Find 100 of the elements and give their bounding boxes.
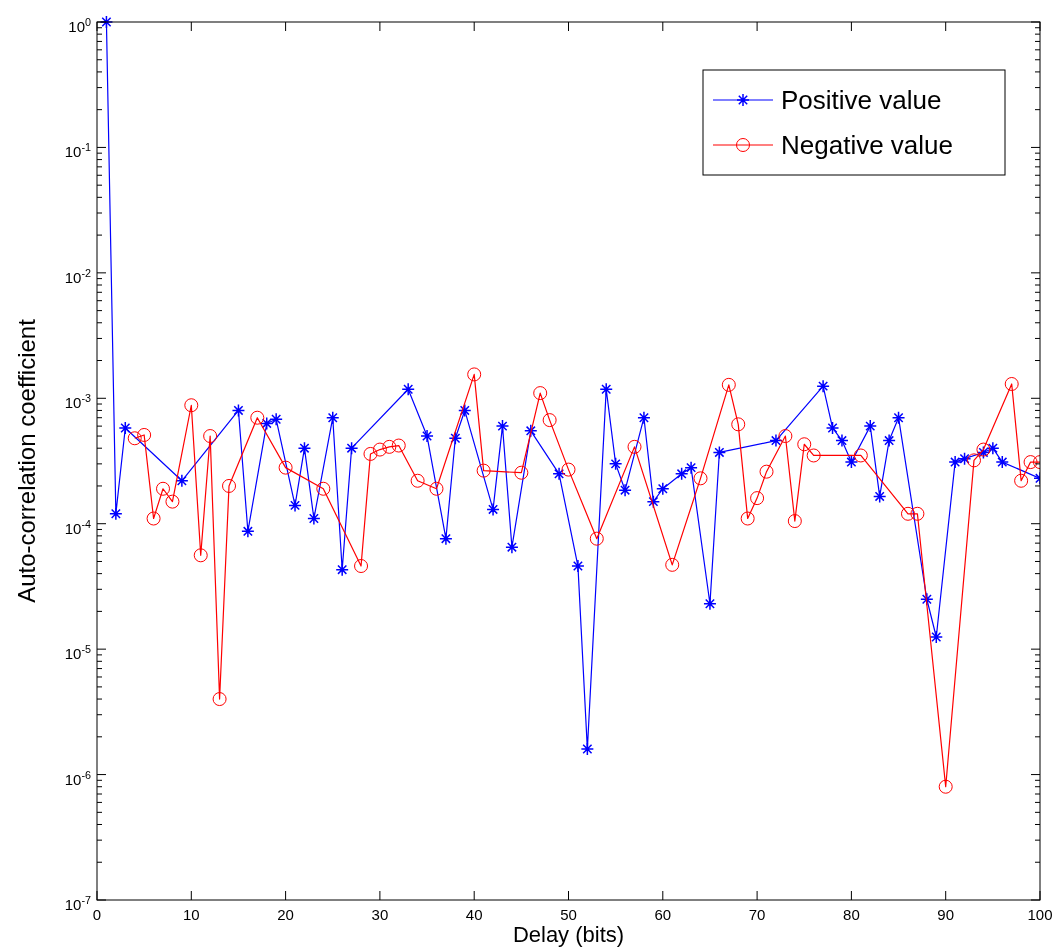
y-tick-label: 10$^{-7}$ xyxy=(64,894,91,913)
x-tick-label: 40 xyxy=(465,906,483,923)
point xyxy=(156,481,171,496)
point xyxy=(458,403,472,418)
point xyxy=(693,471,708,486)
point xyxy=(307,511,321,526)
point xyxy=(401,382,415,397)
point xyxy=(665,557,680,572)
point xyxy=(175,474,189,488)
point xyxy=(212,692,227,707)
point xyxy=(797,437,812,452)
point xyxy=(995,455,1010,469)
y-tick-label: 10$^{0}$ xyxy=(68,16,91,35)
point xyxy=(580,742,595,756)
x-tick-label: 10 xyxy=(182,906,200,923)
point xyxy=(816,379,830,393)
point xyxy=(542,413,557,428)
point xyxy=(193,548,208,563)
point xyxy=(109,507,123,521)
point xyxy=(712,445,727,460)
x-axis-title: Delay (bits) xyxy=(512,922,625,947)
y-tick-label: 10$^{-5}$ xyxy=(64,643,91,663)
point xyxy=(589,531,604,546)
x-tick-label: 100 xyxy=(1027,906,1053,923)
point xyxy=(910,506,925,521)
point xyxy=(524,424,538,438)
point xyxy=(127,431,142,446)
point xyxy=(825,421,840,435)
point xyxy=(241,524,255,539)
point xyxy=(137,427,152,442)
point xyxy=(467,367,482,382)
point xyxy=(920,592,934,606)
point xyxy=(533,386,548,401)
point xyxy=(250,410,265,425)
point xyxy=(316,481,331,496)
point xyxy=(938,779,953,794)
y-axis-title: Auto-correlation coefficient xyxy=(13,318,40,603)
point xyxy=(505,540,519,554)
point xyxy=(599,382,613,397)
point xyxy=(872,489,887,504)
point xyxy=(552,467,566,481)
legend-label: Positive value xyxy=(781,85,942,115)
x-tick-label: 70 xyxy=(748,906,766,923)
point xyxy=(231,403,246,418)
point xyxy=(363,446,378,461)
point xyxy=(646,494,661,509)
point xyxy=(354,559,369,574)
x-tick-label: 60 xyxy=(654,906,672,923)
point xyxy=(853,448,868,463)
point xyxy=(335,562,349,577)
x-tick-label: 0 xyxy=(92,906,102,923)
point xyxy=(372,442,387,457)
point xyxy=(703,597,717,611)
point xyxy=(1004,376,1019,391)
x-tick-label: 30 xyxy=(371,906,389,923)
point xyxy=(486,502,500,517)
point xyxy=(759,464,774,479)
point xyxy=(929,630,944,644)
point xyxy=(514,465,529,480)
point xyxy=(891,410,906,425)
point xyxy=(420,429,434,443)
point xyxy=(618,483,632,497)
point xyxy=(448,431,463,446)
point xyxy=(740,511,755,526)
point xyxy=(787,514,802,529)
point xyxy=(146,511,161,526)
point xyxy=(410,473,425,488)
point xyxy=(900,506,915,521)
point xyxy=(656,482,670,496)
y-tick-label: 10$^{-3}$ xyxy=(64,392,91,412)
point xyxy=(297,441,312,455)
point xyxy=(627,439,642,454)
x-tick-label: 20 xyxy=(277,906,294,923)
point xyxy=(1023,455,1038,470)
point xyxy=(1014,473,1029,488)
point xyxy=(222,478,237,493)
point xyxy=(344,441,359,455)
point xyxy=(778,429,793,444)
y-tick-label: 10$^{-6}$ xyxy=(64,768,91,788)
point xyxy=(769,433,783,448)
point xyxy=(731,417,746,432)
point xyxy=(721,377,736,392)
point xyxy=(118,421,133,435)
point xyxy=(966,453,981,468)
y-tick-label: 10$^{-4}$ xyxy=(64,517,91,537)
point xyxy=(429,481,444,496)
point xyxy=(750,491,765,506)
legend-label: Negative value xyxy=(781,130,953,160)
point xyxy=(608,457,623,471)
point xyxy=(495,419,510,433)
point xyxy=(165,494,180,509)
point xyxy=(835,433,849,448)
point xyxy=(571,559,585,573)
point xyxy=(561,462,576,477)
point xyxy=(288,498,302,513)
x-tick-label: 50 xyxy=(560,906,577,923)
x-tick-label: 80 xyxy=(843,906,860,923)
point xyxy=(476,463,491,478)
point xyxy=(844,455,859,469)
point xyxy=(326,410,340,425)
